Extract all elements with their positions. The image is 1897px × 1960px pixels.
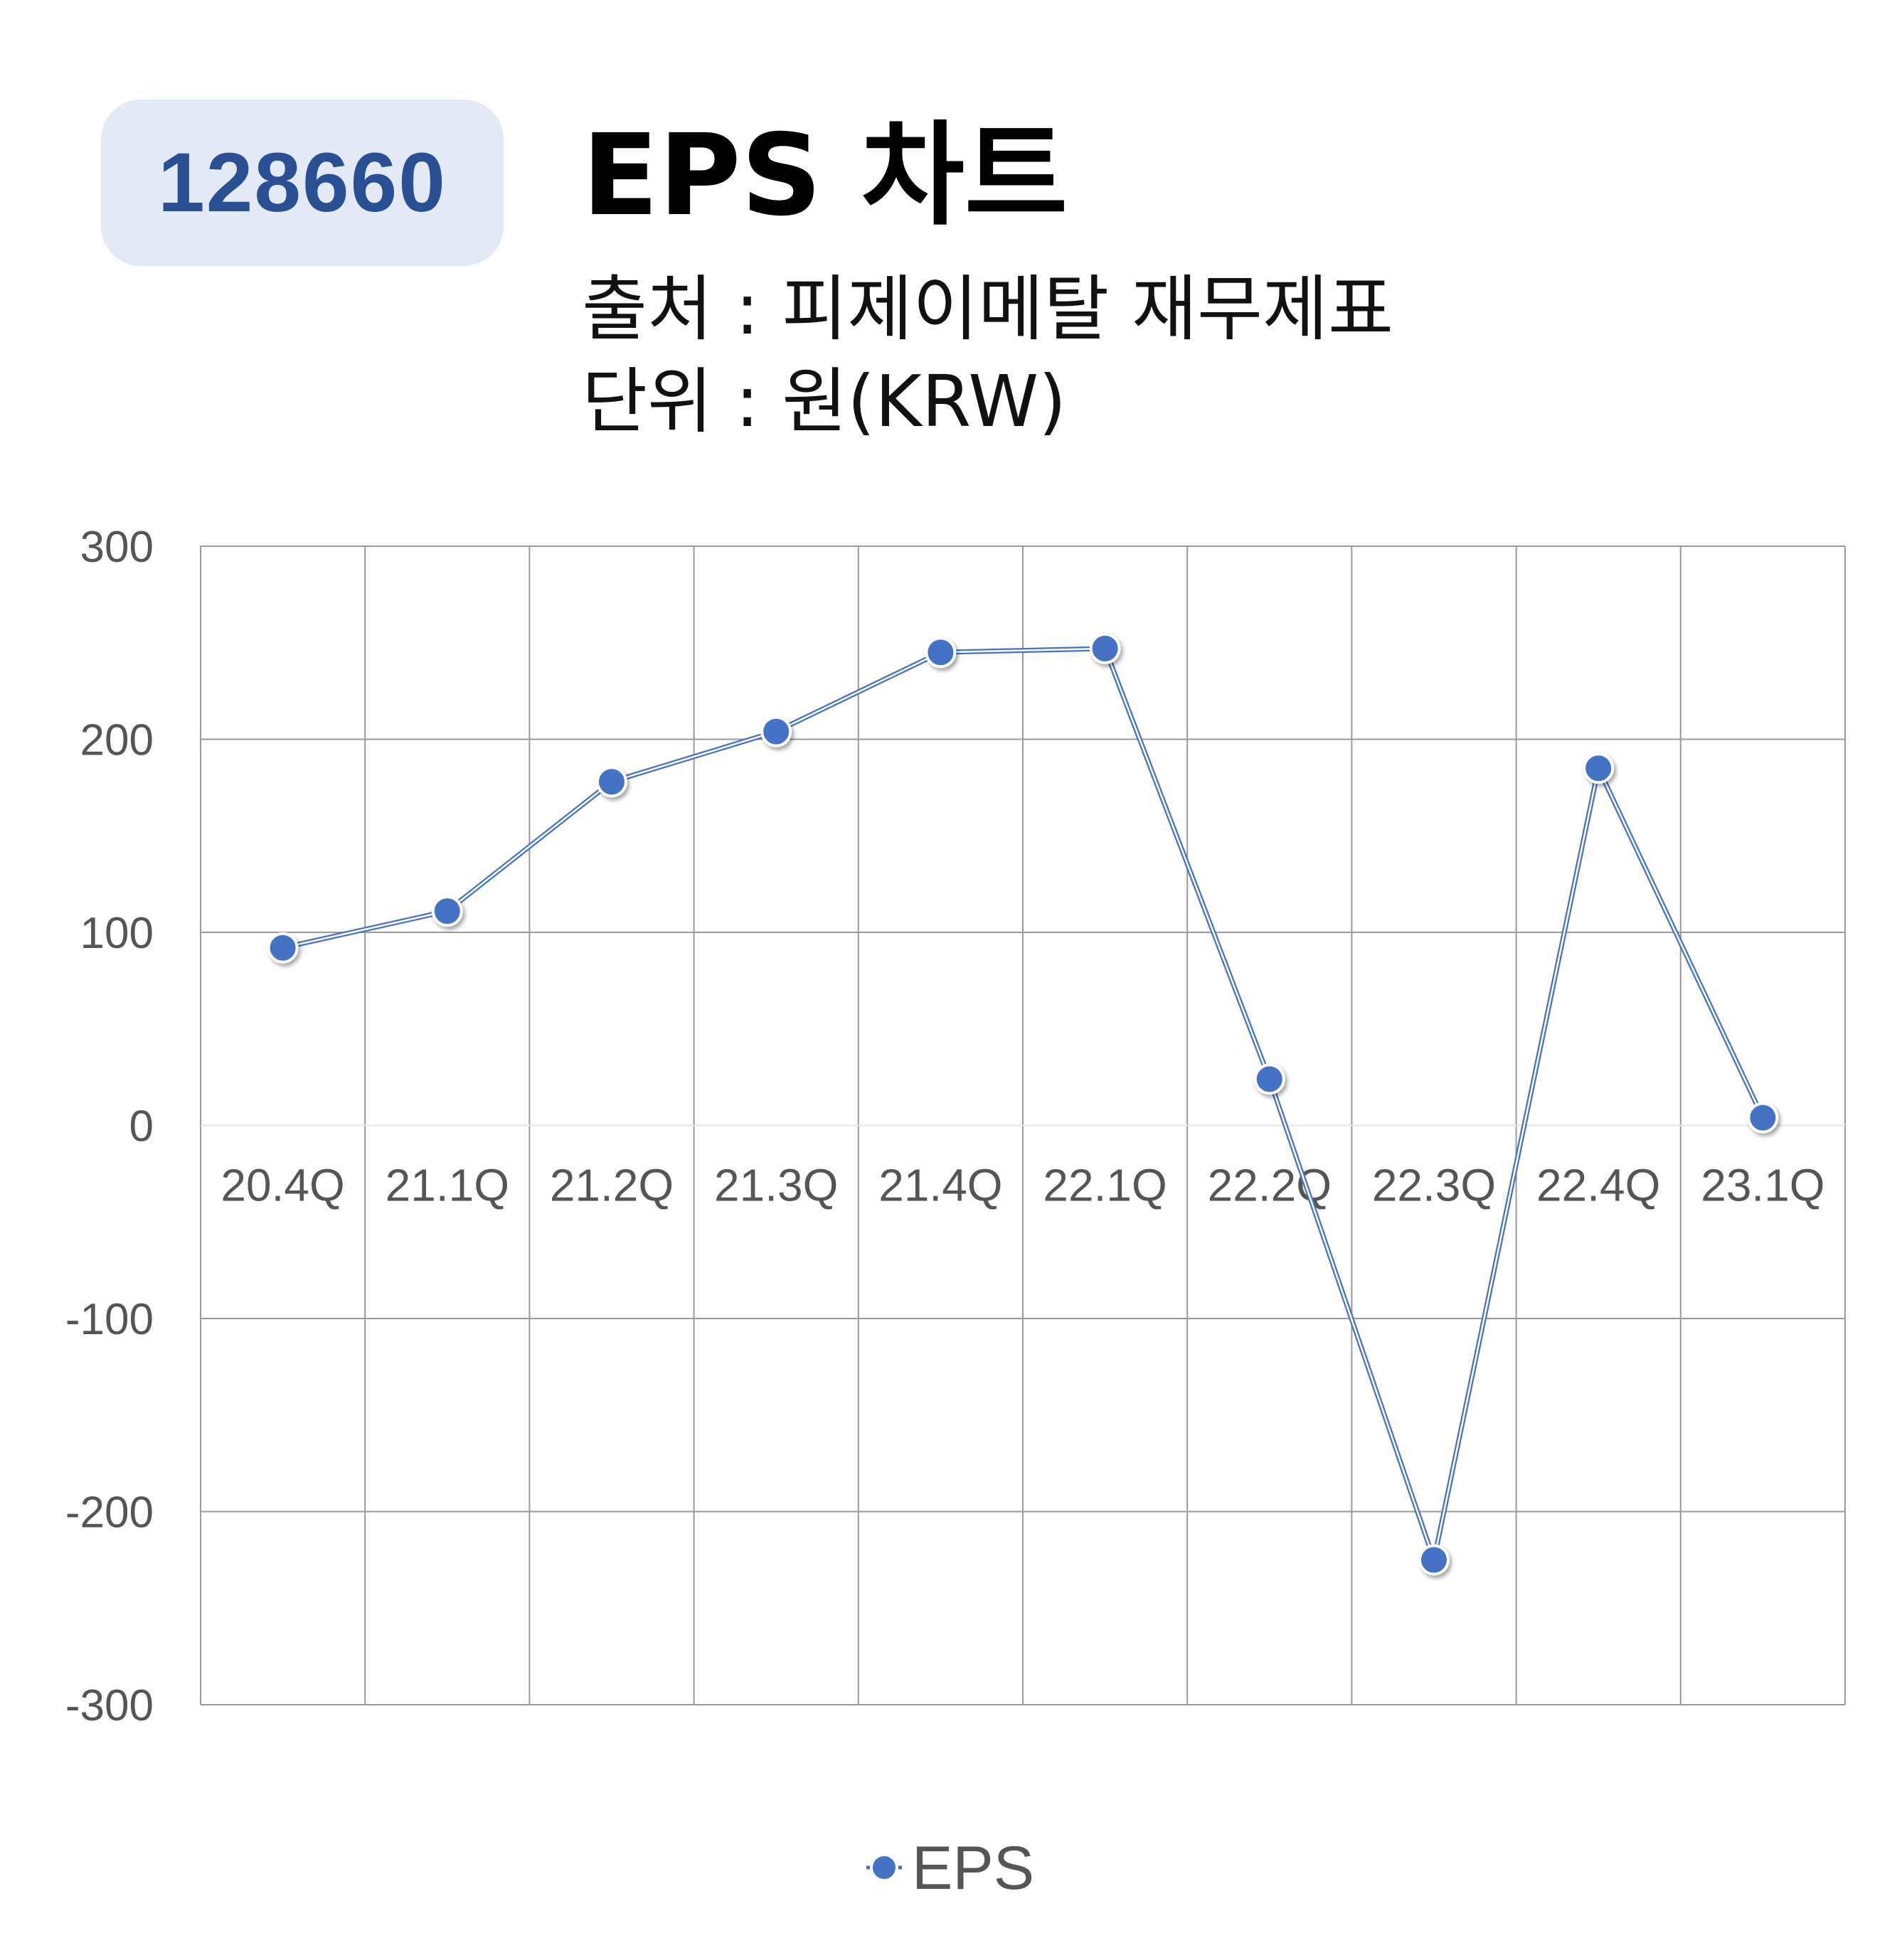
source-note: 출처 : 피제이메탈 재무제표: [582, 267, 1394, 351]
ticker-badge: 128660: [101, 100, 504, 266]
data-point-eps: [760, 715, 792, 747]
data-point-eps: [596, 766, 627, 798]
y-tick-label: 300: [80, 523, 154, 572]
x-tick-label: 20.4Q: [220, 1160, 344, 1211]
y-tick-label: -200: [65, 1488, 154, 1538]
x-tick-label: 21.2Q: [550, 1160, 674, 1211]
data-point-eps: [1747, 1102, 1779, 1134]
y-tick-label: 100: [80, 909, 154, 958]
ticker-code: 128660: [158, 136, 447, 230]
x-tick-label: 22.1Q: [1043, 1160, 1167, 1211]
legend-label-eps: EPS: [912, 1834, 1034, 1902]
data-point-eps: [1418, 1544, 1450, 1576]
y-tick-label: -100: [65, 1295, 154, 1344]
x-tick-label: 23.1Q: [1701, 1160, 1824, 1211]
data-point-eps: [1089, 632, 1121, 664]
chart-title: EPS 차트: [582, 110, 1068, 241]
series-eps: [267, 632, 1779, 1576]
legend-marker: [870, 1853, 898, 1882]
x-axis-ticks: 20.4Q 21.1Q 21.2Q 21.3Q 21.4Q 22.1Q 22.2Q 22.3Q…: [220, 1160, 1824, 1211]
y-tick-label: 0: [129, 1102, 154, 1151]
x-tick-label: 22.3Q: [1372, 1160, 1496, 1211]
grid: [200, 545, 1846, 1705]
unit-note: 단위 : 원(KRW): [582, 360, 1067, 443]
series-line-highlight: [282, 647, 1764, 1561]
data-point-eps: [1583, 752, 1615, 784]
legend: EPS: [866, 1834, 1034, 1902]
x-tick-label: 21.3Q: [714, 1160, 838, 1211]
x-tick-label: 22.4Q: [1536, 1160, 1660, 1211]
data-point-eps: [267, 932, 299, 964]
y-tick-label: -300: [65, 1681, 154, 1730]
x-tick-label: 21.1Q: [386, 1160, 509, 1211]
x-tick-label: 21.4Q: [878, 1160, 1002, 1211]
data-point-eps: [925, 637, 957, 669]
data-point-eps: [1253, 1063, 1285, 1095]
data-point-eps: [431, 895, 463, 927]
y-tick-label: 200: [80, 716, 154, 765]
y-axis-ticks: 300 200 100 0 -100 -200 -300: [65, 523, 154, 1730]
